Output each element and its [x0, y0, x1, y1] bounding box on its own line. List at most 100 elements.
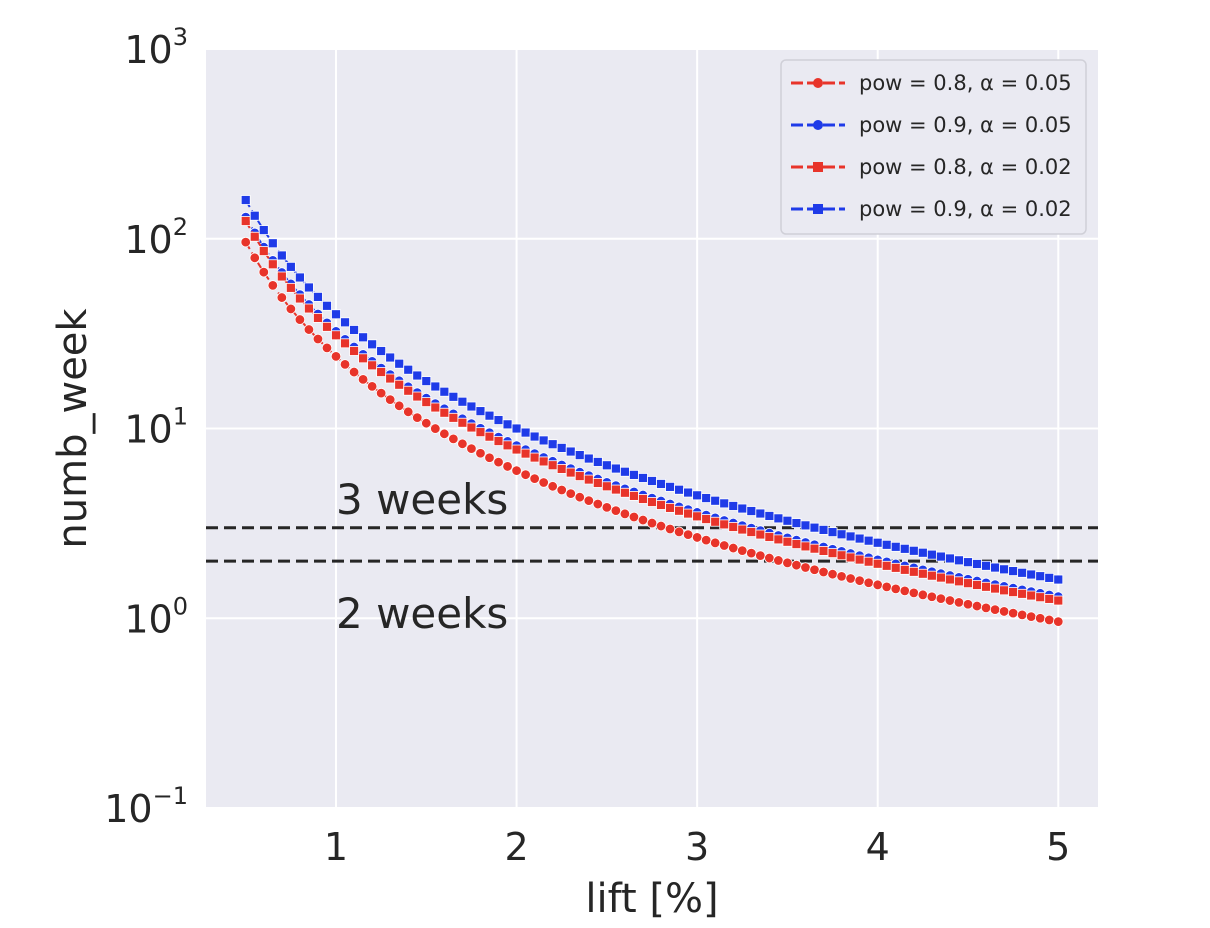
y-tick-label: 103	[124, 23, 188, 72]
data-point	[664, 523, 676, 535]
data-point	[773, 513, 784, 524]
data-point	[890, 583, 901, 595]
data-point	[701, 514, 712, 524]
data-point	[845, 531, 856, 542]
data-point	[258, 225, 269, 235]
data-point	[304, 303, 314, 314]
data-point	[755, 529, 766, 540]
series-square-1f3be8	[240, 195, 1064, 585]
data-point	[448, 433, 459, 445]
data-point	[701, 493, 712, 503]
data-point	[385, 373, 396, 384]
data-point	[628, 511, 640, 523]
data-point	[746, 527, 757, 537]
data-point	[294, 272, 305, 283]
legend-marker	[813, 78, 823, 88]
data-point	[999, 585, 1010, 596]
x-tick-label: 2	[504, 825, 528, 869]
data-point	[1017, 567, 1028, 578]
data-point	[331, 309, 341, 320]
data-point	[276, 271, 287, 282]
data-point	[511, 423, 522, 434]
data-point	[945, 553, 955, 564]
data-point	[412, 370, 423, 381]
data-point	[872, 579, 883, 591]
legend-label: pow = 0.8, α = 0.02	[859, 155, 1072, 179]
data-point	[565, 467, 576, 478]
data-point	[538, 435, 549, 446]
data-point	[899, 585, 910, 597]
data-point	[980, 602, 992, 614]
data-point	[294, 293, 305, 304]
data-point	[800, 541, 811, 552]
data-point	[655, 520, 667, 532]
data-point	[917, 589, 929, 601]
data-point	[746, 547, 757, 559]
data-point	[466, 422, 477, 433]
data-point	[637, 514, 649, 526]
legend-marker	[813, 162, 823, 172]
data-point	[583, 453, 594, 464]
data-point	[836, 571, 847, 582]
data-point	[936, 551, 946, 562]
data-point	[809, 564, 820, 575]
data-point	[683, 508, 694, 519]
legend-item: pow = 0.9, α = 0.02	[791, 197, 1072, 221]
data-point	[818, 566, 829, 578]
data-point	[267, 259, 278, 270]
data-point	[511, 444, 522, 455]
data-point	[908, 587, 920, 599]
data-point	[1035, 592, 1046, 603]
data-point	[881, 560, 892, 571]
data-point	[339, 359, 351, 370]
data-point	[610, 505, 622, 516]
data-point	[285, 303, 297, 315]
data-point	[601, 481, 612, 492]
data-point	[321, 342, 333, 354]
data-point	[403, 385, 414, 396]
data-point	[439, 428, 450, 440]
data-point	[972, 580, 982, 590]
data-point	[357, 374, 369, 385]
annotation-label: 3 weeks	[336, 475, 508, 524]
data-point	[412, 391, 423, 402]
data-series	[240, 195, 1064, 627]
data-point	[619, 508, 631, 520]
data-point	[746, 506, 757, 516]
data-point	[990, 583, 1000, 594]
data-point	[818, 524, 829, 535]
data-point	[981, 581, 991, 592]
data-point	[574, 471, 585, 481]
data-point	[936, 572, 946, 583]
data-point	[502, 440, 513, 451]
data-point	[240, 236, 251, 248]
data-point	[737, 524, 748, 535]
data-point	[791, 518, 802, 528]
data-point	[1053, 595, 1064, 606]
data-point	[502, 419, 513, 430]
data-point	[303, 324, 315, 335]
data-point	[719, 540, 730, 551]
data-point	[493, 456, 504, 468]
data-point	[493, 415, 504, 425]
data-point	[656, 500, 666, 510]
x-axis-label: lift [%]	[585, 876, 718, 922]
data-point	[818, 545, 829, 556]
data-point	[972, 559, 982, 569]
data-point	[962, 599, 974, 610]
data-point	[285, 261, 296, 272]
data-point	[999, 564, 1010, 575]
data-point	[854, 533, 865, 544]
data-point	[926, 549, 937, 560]
data-point	[963, 578, 973, 589]
data-point	[944, 595, 956, 606]
data-point	[755, 508, 766, 519]
data-point	[963, 557, 973, 568]
data-point	[791, 539, 802, 549]
data-point	[728, 522, 739, 532]
data-point	[457, 438, 468, 450]
data-point	[990, 562, 1000, 573]
data-point	[1016, 609, 1028, 621]
data-point	[656, 479, 666, 489]
